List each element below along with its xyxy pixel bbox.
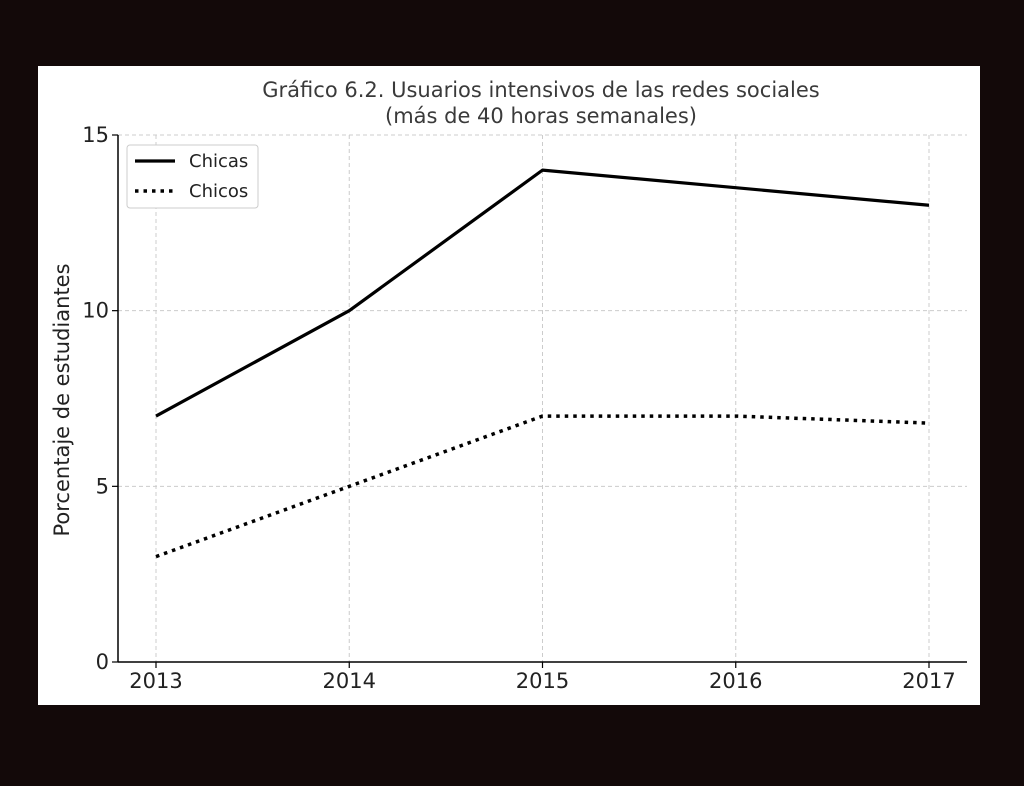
series-line-chicas (155, 168, 930, 418)
x-tick-label-2016: 2016 (709, 669, 762, 693)
x-tick-label-2014: 2014 (323, 669, 376, 693)
y-tick-label-15: 15 (82, 123, 109, 147)
tick-labels: 0 5 10 15 2013 2014 2015 2016 2017 (82, 123, 955, 693)
legend-label-chicos: Chicos (189, 181, 248, 202)
x-tick-label-2015: 2015 (516, 669, 569, 693)
x-tick-label-2017: 2017 (902, 669, 955, 693)
line-chart: Gráfico 6.2. Usuarios intensivos de las … (50, 78, 967, 693)
chart-title: Gráfico 6.2. Usuarios intensivos de las … (262, 78, 819, 102)
chart-panel: Gráfico 6.2. Usuarios intensivos de las … (38, 66, 980, 705)
grid-lines (118, 134, 967, 662)
y-tick-label-0: 0 (96, 650, 109, 674)
y-tick-label-5: 5 (96, 474, 109, 498)
y-tick-label-10: 10 (82, 299, 109, 323)
chart-subtitle: (más de 40 horas semanales) (385, 104, 697, 128)
series-lines (155, 168, 930, 559)
legend: Chicas Chicos (126, 144, 259, 209)
legend-label-chicas: Chicas (189, 151, 248, 172)
y-axis-label: Porcentaje de estudiantes (50, 263, 74, 536)
x-tick-label-2013: 2013 (129, 669, 182, 693)
series-line-chicos (155, 414, 930, 559)
